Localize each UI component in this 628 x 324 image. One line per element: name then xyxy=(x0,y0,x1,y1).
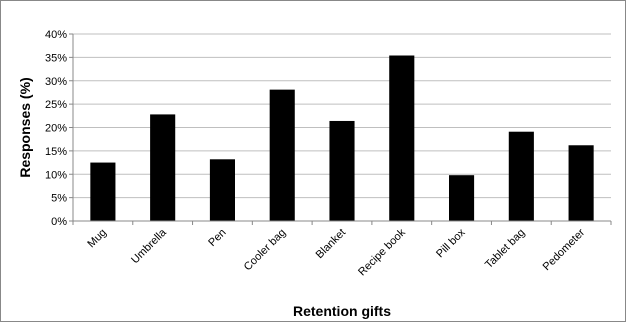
y-tick-labels: 0% 5% 10% 15% 20% 25% 30% 35% 40% xyxy=(45,29,67,228)
x-tick-label: Pen xyxy=(206,227,228,249)
bar xyxy=(449,175,475,221)
bar xyxy=(568,145,594,221)
x-tick-label: Umbrella xyxy=(129,226,169,266)
bar xyxy=(269,89,295,221)
bar xyxy=(508,131,534,221)
bar xyxy=(329,120,355,221)
x-tick-label: Pedometer xyxy=(541,226,588,273)
y-tick-label: 15% xyxy=(45,146,67,158)
bar xyxy=(90,162,116,221)
x-tick-label: Mug xyxy=(85,227,109,251)
y-axis-title: Responses (%) xyxy=(17,77,33,177)
x-tick-label: Blanket xyxy=(314,227,348,261)
y-tick-label: 20% xyxy=(45,123,67,135)
x-tick-label: Pill box xyxy=(434,226,468,260)
x-tick-labels: Mug Umbrella Pen Cooler bag Blanket Recipe bo… xyxy=(85,226,587,278)
y-tick-label: 30% xyxy=(45,76,67,88)
bar xyxy=(150,114,176,221)
axes xyxy=(69,33,612,225)
y-tick-label: 35% xyxy=(45,52,67,64)
y-tick-label: 5% xyxy=(51,193,67,205)
y-tick-label: 25% xyxy=(45,99,67,111)
bars xyxy=(90,55,594,221)
y-tick-label: 40% xyxy=(45,29,67,41)
y-tick-label: 0% xyxy=(51,216,67,228)
bar xyxy=(209,159,235,221)
x-tick-label: Cooler bag xyxy=(242,227,289,274)
x-tick-label: Tablet bag xyxy=(483,227,527,271)
y-tick-label: 10% xyxy=(45,169,67,181)
x-tick-label: Recipe book xyxy=(356,226,408,278)
bar xyxy=(389,55,415,221)
x-axis-title: Retention gifts xyxy=(293,303,391,319)
